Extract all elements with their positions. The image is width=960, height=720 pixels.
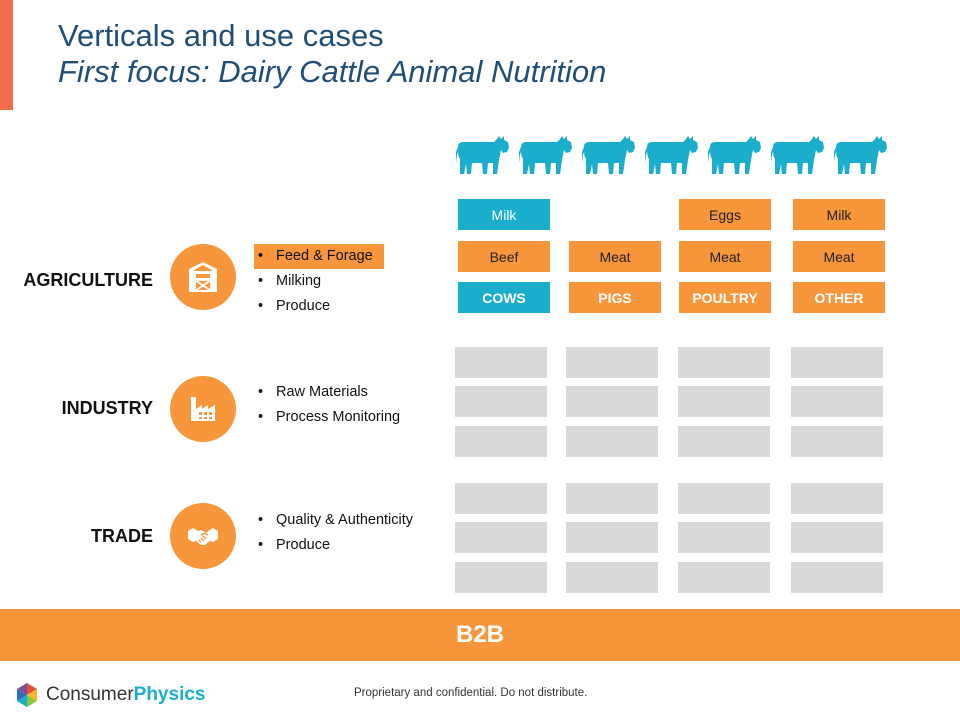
brand-part-1: Consumer bbox=[46, 684, 134, 705]
hexagon-logo-icon bbox=[17, 683, 37, 707]
placeholder-cell bbox=[678, 562, 770, 593]
placeholder-cell bbox=[566, 347, 658, 378]
b2b-label: B2B bbox=[455, 621, 504, 648]
industry-use-cases: Raw Materials Process Monitoring bbox=[254, 380, 400, 430]
handshake-icon bbox=[170, 503, 236, 569]
consumer-physics-logo: ConsumerPhysics bbox=[13, 681, 205, 709]
placeholder-cell bbox=[791, 426, 883, 457]
placeholder-cell bbox=[678, 426, 770, 457]
placeholder-cell bbox=[455, 483, 547, 514]
cow-icon bbox=[708, 134, 762, 176]
placeholder-cell bbox=[455, 522, 547, 553]
agriculture-cell: Meat bbox=[679, 241, 771, 272]
placeholder-cell bbox=[791, 347, 883, 378]
vertical-label-industry: INDUSTRY bbox=[61, 398, 153, 418]
placeholder-cell bbox=[678, 347, 770, 378]
use-case-item: Raw Materials bbox=[254, 380, 400, 405]
placeholder-cell bbox=[566, 426, 658, 457]
brand-name: ConsumerPhysics bbox=[46, 684, 205, 706]
vertical-label-trade: TRADE bbox=[91, 526, 153, 546]
animal-category-header: PIGS bbox=[569, 282, 661, 313]
placeholder-cell bbox=[791, 483, 883, 514]
placeholder-cell bbox=[791, 562, 883, 593]
cow-icon bbox=[834, 134, 888, 176]
placeholder-cell bbox=[455, 386, 547, 417]
page-title: Verticals and use cases First focus: Dai… bbox=[58, 18, 606, 90]
accent-bar bbox=[0, 0, 13, 110]
placeholder-cell bbox=[566, 562, 658, 593]
placeholder-cell bbox=[791, 522, 883, 553]
placeholder-cell bbox=[678, 386, 770, 417]
placeholder-cell bbox=[455, 426, 547, 457]
title-line-2: First focus: Dairy Cattle Animal Nutriti… bbox=[58, 54, 607, 89]
b2b-band: B2B bbox=[0, 609, 960, 661]
placeholder-cell bbox=[566, 483, 658, 514]
use-case-item: Produce bbox=[254, 294, 384, 319]
agriculture-cell: Milk bbox=[458, 199, 550, 230]
use-case-item: Quality & Authenticity bbox=[254, 508, 413, 533]
placeholder-cell bbox=[566, 386, 658, 417]
vertical-label-agriculture: AGRICULTURE bbox=[23, 270, 153, 290]
agriculture-cell: Meat bbox=[569, 241, 661, 272]
agriculture-cell: Beef bbox=[458, 241, 550, 272]
use-case-item: Feed & Forage bbox=[254, 244, 384, 269]
placeholder-cell bbox=[678, 522, 770, 553]
agriculture-cell: Meat bbox=[793, 241, 885, 272]
animal-category-header: POULTRY bbox=[679, 282, 771, 313]
barn-icon bbox=[170, 244, 236, 310]
use-case-item: Produce bbox=[254, 533, 413, 558]
animal-category-header: OTHER bbox=[793, 282, 885, 313]
agriculture-cell: Eggs bbox=[679, 199, 771, 230]
placeholder-cell bbox=[566, 522, 658, 553]
placeholder-cell bbox=[678, 483, 770, 514]
cow-icon bbox=[456, 134, 510, 176]
use-case-item: Milking bbox=[254, 269, 384, 294]
placeholder-cell bbox=[791, 386, 883, 417]
placeholder-cell bbox=[455, 562, 547, 593]
brand-part-2: Physics bbox=[133, 684, 206, 705]
factory-icon bbox=[170, 376, 236, 442]
placeholder-cell bbox=[455, 347, 547, 378]
footer-disclaimer: Proprietary and confidential. Do not dis… bbox=[354, 687, 588, 699]
cow-icon bbox=[771, 134, 825, 176]
animal-category-header: COWS bbox=[458, 282, 550, 313]
agriculture-cell: Milk bbox=[793, 199, 885, 230]
cow-icon bbox=[645, 134, 699, 176]
cow-icon bbox=[519, 134, 573, 176]
use-case-item: Process Monitoring bbox=[254, 405, 400, 430]
trade-use-cases: Quality & Authenticity Produce bbox=[254, 508, 413, 558]
agriculture-use-cases: Feed & Forage Milking Produce bbox=[254, 244, 384, 319]
title-line-1: Verticals and use cases bbox=[58, 18, 384, 53]
cow-icon bbox=[582, 134, 636, 176]
